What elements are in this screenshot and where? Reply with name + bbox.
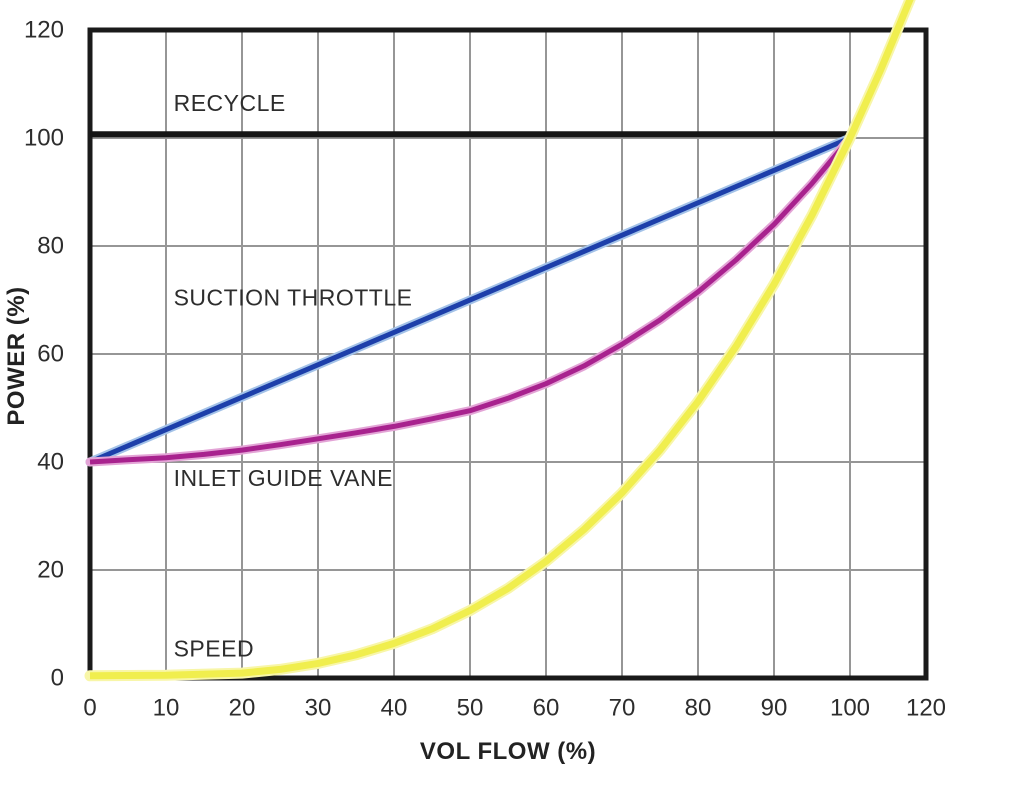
x-tick-label: 90: [761, 695, 788, 722]
series-line-suction-throttle: [89, 135, 851, 465]
y-tick-label: 40: [37, 449, 64, 476]
x-tick-label: 40: [381, 695, 408, 722]
y-axis-title: POWER (%): [3, 286, 30, 426]
x-tick-label: 20: [229, 695, 256, 722]
series-line-speed: [89, 0, 914, 680]
y-tick-label: 0: [51, 665, 64, 692]
x-tick-label: 80: [685, 695, 712, 722]
x-tick-label: 10: [153, 695, 180, 722]
x-tick-label: 100: [830, 695, 870, 722]
y-tick-label: 120: [24, 17, 64, 44]
series-label-recycle: RECYCLE: [174, 90, 286, 116]
series-label-speed: SPEED: [174, 635, 254, 661]
x-tick-label: 120: [906, 695, 946, 722]
y-tick-label: 60: [37, 341, 64, 368]
x-tick-label: 50: [457, 695, 484, 722]
series-line-inlet-guide-vane: [89, 136, 852, 465]
x-tick-label: 70: [609, 695, 636, 722]
series-label-inlet-guide-vane: INLET GUIDE VANE: [174, 465, 393, 491]
y-tick-label: 20: [37, 557, 64, 584]
x-tick-label: 60: [533, 695, 560, 722]
y-tick-label: 100: [24, 125, 64, 152]
y-tick-label: 80: [37, 233, 64, 260]
x-axis-title: VOL FLOW (%): [419, 738, 597, 765]
plot-border: [87, 27, 929, 681]
series-label-suction-throttle: SUCTION THROTTLE: [174, 284, 413, 310]
x-tick-label: 0: [83, 695, 96, 722]
x-tick-label: 30: [305, 695, 332, 722]
